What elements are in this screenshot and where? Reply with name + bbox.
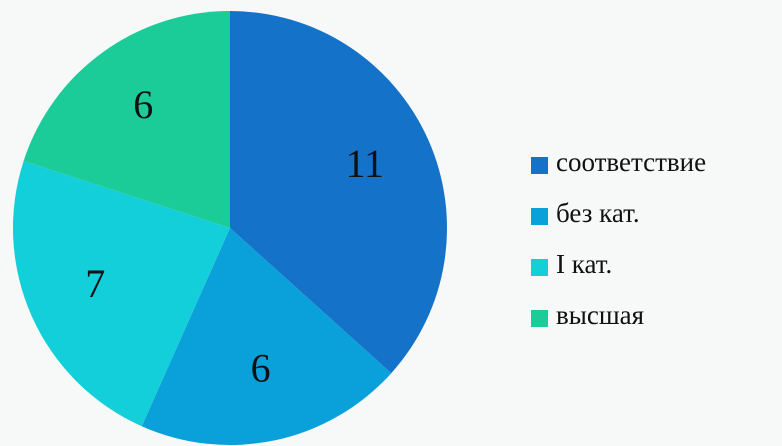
- data-label: 7: [85, 261, 105, 306]
- legend-label: высшая: [556, 300, 644, 330]
- legend-swatch: [531, 157, 548, 174]
- data-label: 11: [346, 141, 385, 186]
- pie-slice: [230, 11, 448, 374]
- legend-swatch: [531, 208, 548, 225]
- legend-label: I кат.: [556, 249, 612, 279]
- pie-slice: [12, 160, 231, 427]
- legend-label: без кат.: [556, 198, 640, 228]
- legend-swatch: [531, 259, 548, 276]
- pie-slice: [141, 228, 392, 445]
- data-label: 6: [133, 82, 153, 127]
- legend-label: соответствие: [556, 147, 706, 177]
- legend-swatch: [531, 310, 548, 327]
- pie-slice: [23, 11, 231, 228]
- data-label: 6: [251, 346, 271, 391]
